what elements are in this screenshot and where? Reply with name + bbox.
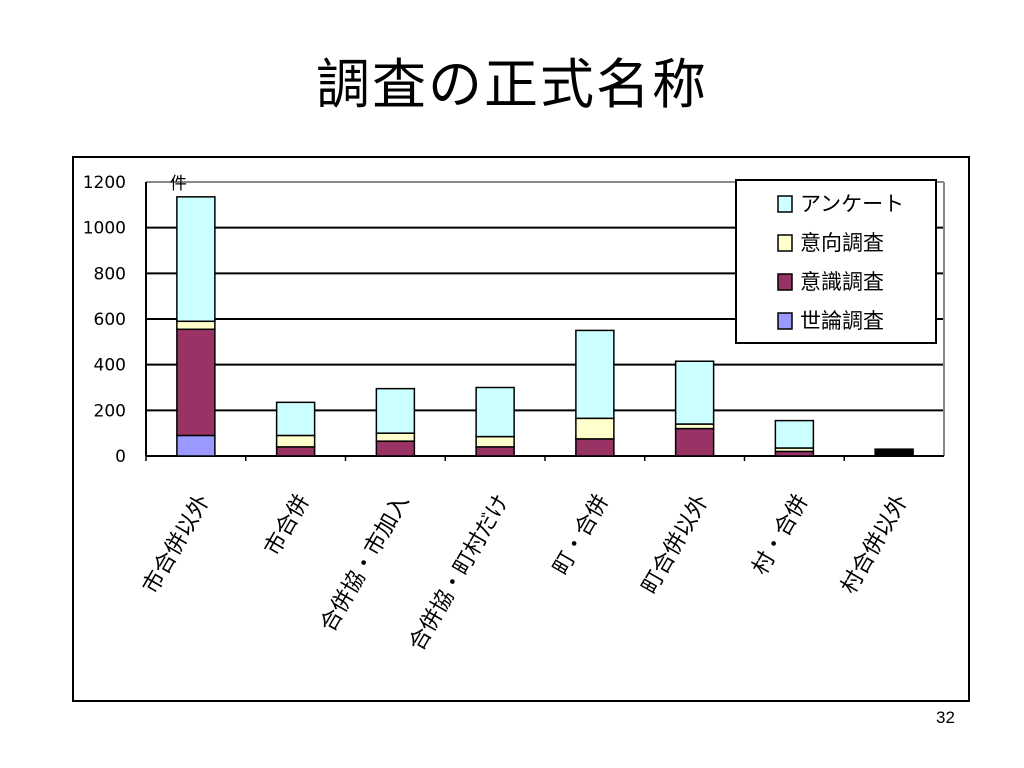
bar-segment bbox=[275, 401, 316, 437]
legend-swatch bbox=[777, 273, 793, 291]
x-category-label: 合併協・市加入 bbox=[316, 491, 415, 637]
bar-segment bbox=[176, 434, 216, 457]
legend-item: 世論調査 bbox=[777, 309, 884, 333]
legend-item: 意識調査 bbox=[777, 270, 884, 294]
slide-number: 32 bbox=[936, 708, 955, 727]
x-category-label: 市合併以外 bbox=[138, 491, 215, 599]
x-category-label: 町・合併 bbox=[548, 491, 614, 580]
bar-segment bbox=[475, 446, 515, 457]
bar-segment bbox=[475, 386, 515, 438]
legend-label: 意識調査 bbox=[800, 270, 884, 294]
bar-segment bbox=[375, 440, 416, 457]
bar-segment bbox=[575, 417, 615, 440]
legend-box bbox=[735, 179, 937, 344]
bar-segment bbox=[674, 360, 715, 425]
y-tick-label: 400 bbox=[94, 356, 126, 376]
x-category-label: 村合併以外 bbox=[837, 491, 914, 599]
bar-segment bbox=[275, 434, 316, 448]
bar-segment bbox=[375, 432, 416, 442]
bar-segment bbox=[176, 328, 216, 437]
bars bbox=[176, 196, 914, 457]
legend-label: 意向調査 bbox=[800, 231, 884, 255]
stacked-bar-chart: 0 200 400 600 800 1000 1200 市合併以外 市合併 合併協・市加入合併協… bbox=[83, 173, 945, 656]
legend-item: アンケート bbox=[777, 192, 904, 216]
bar-segment bbox=[575, 438, 615, 457]
bar-segment bbox=[475, 435, 515, 448]
y-tick-label: 1000 bbox=[83, 219, 126, 239]
y-axis-unit-label: 件 bbox=[170, 174, 187, 194]
bar-segment bbox=[674, 427, 715, 457]
bar-segment bbox=[774, 419, 815, 449]
legend-label: 世論調査 bbox=[800, 309, 884, 333]
bar-segment bbox=[275, 446, 316, 457]
slide-title: 調査の正式名称 bbox=[316, 53, 708, 116]
x-category-label: 町合併以外 bbox=[637, 491, 714, 599]
legend-label: アンケート bbox=[800, 192, 904, 216]
legend-swatch bbox=[777, 312, 793, 330]
legend-swatch bbox=[777, 195, 793, 213]
y-tick-label: 200 bbox=[94, 401, 126, 421]
y-axis-ticks: 0 200 400 600 800 1000 1200 bbox=[83, 173, 126, 467]
bar-segment bbox=[575, 329, 615, 420]
x-category-label: 村・合併 bbox=[748, 491, 814, 580]
x-category-label: 市合併 bbox=[260, 491, 315, 561]
bar-segment bbox=[874, 448, 914, 457]
bar-segment bbox=[375, 387, 416, 434]
x-category-label: 合併協・町村だけ bbox=[405, 491, 515, 656]
y-tick-label: 0 bbox=[115, 447, 126, 467]
chart-frame: 0 200 400 600 800 1000 1200 市合併以外 市合併 合併協・市加入 合併協… bbox=[72, 156, 970, 702]
bar-segment bbox=[176, 196, 216, 323]
y-tick-label: 1200 bbox=[83, 173, 126, 193]
y-tick-label: 600 bbox=[94, 310, 126, 330]
bar-segment bbox=[176, 320, 216, 331]
legend-swatch bbox=[777, 234, 793, 252]
y-tick-label: 800 bbox=[94, 264, 126, 284]
legend-item: 意向調査 bbox=[777, 231, 884, 255]
